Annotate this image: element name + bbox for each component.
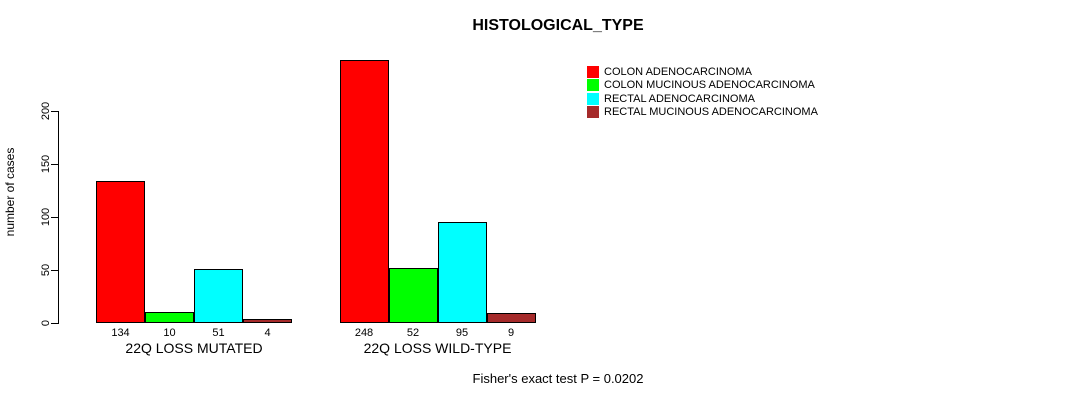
y-axis-line — [58, 111, 59, 324]
bar — [243, 318, 292, 323]
y-axis-tick-label: 0 — [40, 319, 52, 327]
bar — [339, 60, 389, 323]
chart-title: HISTOLOGICAL_TYPE — [472, 17, 644, 34]
bar-value-label: 10 — [163, 327, 176, 339]
y-axis-tick-label: 100 — [40, 207, 52, 227]
legend-label: RECTAL MUCINOUS ADENOCARCINOMA — [604, 106, 818, 119]
x-group-label: 22Q LOSS MUTATED — [125, 340, 263, 356]
footnote-fisher-test: Fisher's exact test P = 0.0202 — [472, 371, 644, 386]
y-axis-tick-label: 50 — [40, 263, 52, 277]
legend-label: COLON MUCINOUS ADENOCARCINOMA — [604, 79, 815, 92]
bar-value-label: 9 — [507, 327, 515, 339]
legend-swatch — [587, 66, 599, 78]
y-axis-tick-label: 200 — [40, 101, 52, 121]
y-axis-tick-label: 150 — [40, 154, 52, 174]
x-group-label: 22Q LOSS WILD-TYPE — [363, 340, 512, 356]
y-axis-tick — [51, 323, 58, 324]
bar — [388, 267, 438, 323]
y-axis-tick — [51, 164, 58, 165]
legend-swatch — [587, 106, 599, 119]
y-axis-tick — [51, 111, 58, 112]
bar — [486, 313, 536, 323]
bar — [194, 268, 243, 323]
y-axis-label: number of cases — [3, 147, 17, 237]
bar — [96, 180, 145, 323]
y-axis-tick — [51, 217, 58, 218]
bar-value-label: 52 — [406, 327, 420, 339]
bar — [437, 222, 487, 323]
bar-value-label: 4 — [264, 327, 271, 339]
legend-label: COLON ADENOCARCINOMA — [604, 66, 752, 78]
bar-value-label: 95 — [455, 327, 469, 339]
bar — [145, 312, 194, 323]
bar-value-label: 134 — [111, 327, 130, 339]
bar-value-label: 248 — [354, 327, 374, 339]
y-axis-tick — [51, 270, 58, 271]
legend-swatch — [587, 79, 599, 92]
legend-label: RECTAL ADENOCARCINOMA — [604, 92, 755, 105]
legend-swatch — [587, 92, 599, 105]
bar-value-label: 51 — [212, 327, 225, 339]
